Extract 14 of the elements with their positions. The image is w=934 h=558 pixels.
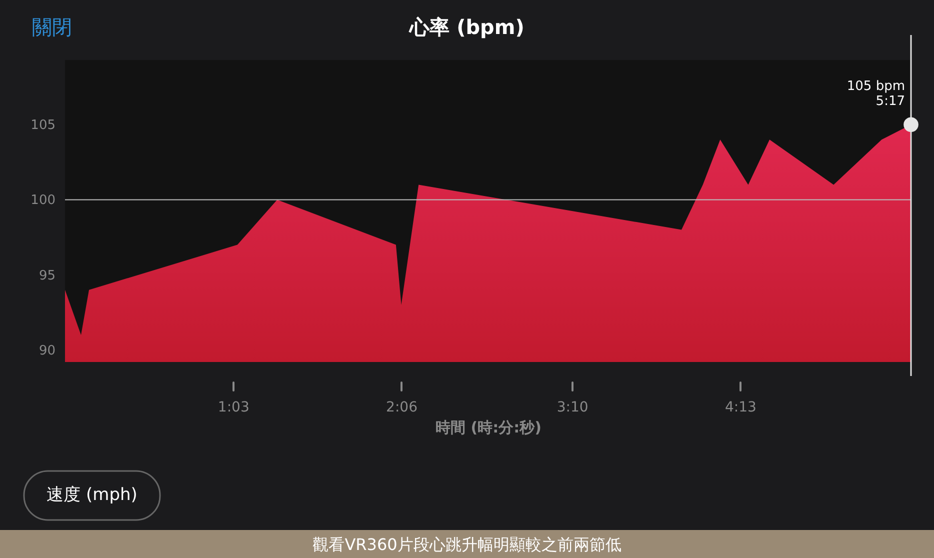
x-tick-label: 2:06 [386, 400, 418, 416]
x-tick-label: 1:03 [218, 400, 250, 416]
x-tick-label: 4:13 [724, 400, 756, 416]
y-tick-label: 90 [38, 343, 56, 358]
text: 速度 (mph) [46, 485, 138, 505]
y-tick-label: 100 [30, 193, 56, 208]
annotation: 105 bpm 5:17 [846, 79, 905, 109]
x-tick-label: 3:10 [556, 400, 588, 416]
text: 關閉 [32, 15, 72, 39]
y-tick-label: 105 [30, 118, 56, 134]
x-axis-title: 時間 (時:分:秒) [436, 418, 542, 436]
chart-title: 心率 (bpm) [408, 15, 524, 39]
text: 觀看VR360片段心跳升幅明顯較之前兩節低 [312, 535, 622, 554]
y-tick-label: 95 [38, 268, 56, 284]
